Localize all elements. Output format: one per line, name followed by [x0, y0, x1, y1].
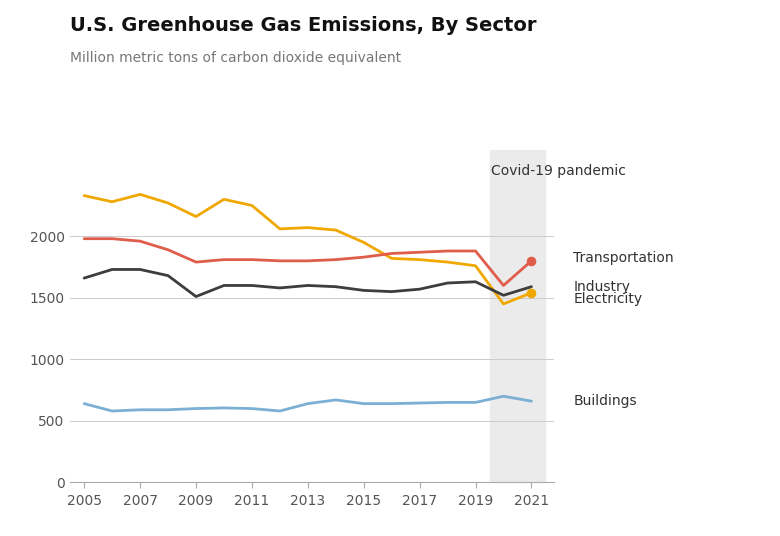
- Point: [525, 257, 537, 265]
- Point: [525, 288, 537, 297]
- Text: Million metric tons of carbon dioxide equivalent: Million metric tons of carbon dioxide eq…: [70, 51, 402, 65]
- Bar: [490, 150, 545, 482]
- Text: Electricity: Electricity: [573, 292, 643, 306]
- Text: Transportation: Transportation: [573, 251, 674, 265]
- Text: Buildings: Buildings: [573, 394, 637, 408]
- Text: U.S. Greenhouse Gas Emissions, By Sector: U.S. Greenhouse Gas Emissions, By Sector: [70, 16, 537, 35]
- Text: Covid-19 pandemic: Covid-19 pandemic: [491, 163, 626, 177]
- Text: Industry: Industry: [573, 280, 630, 294]
